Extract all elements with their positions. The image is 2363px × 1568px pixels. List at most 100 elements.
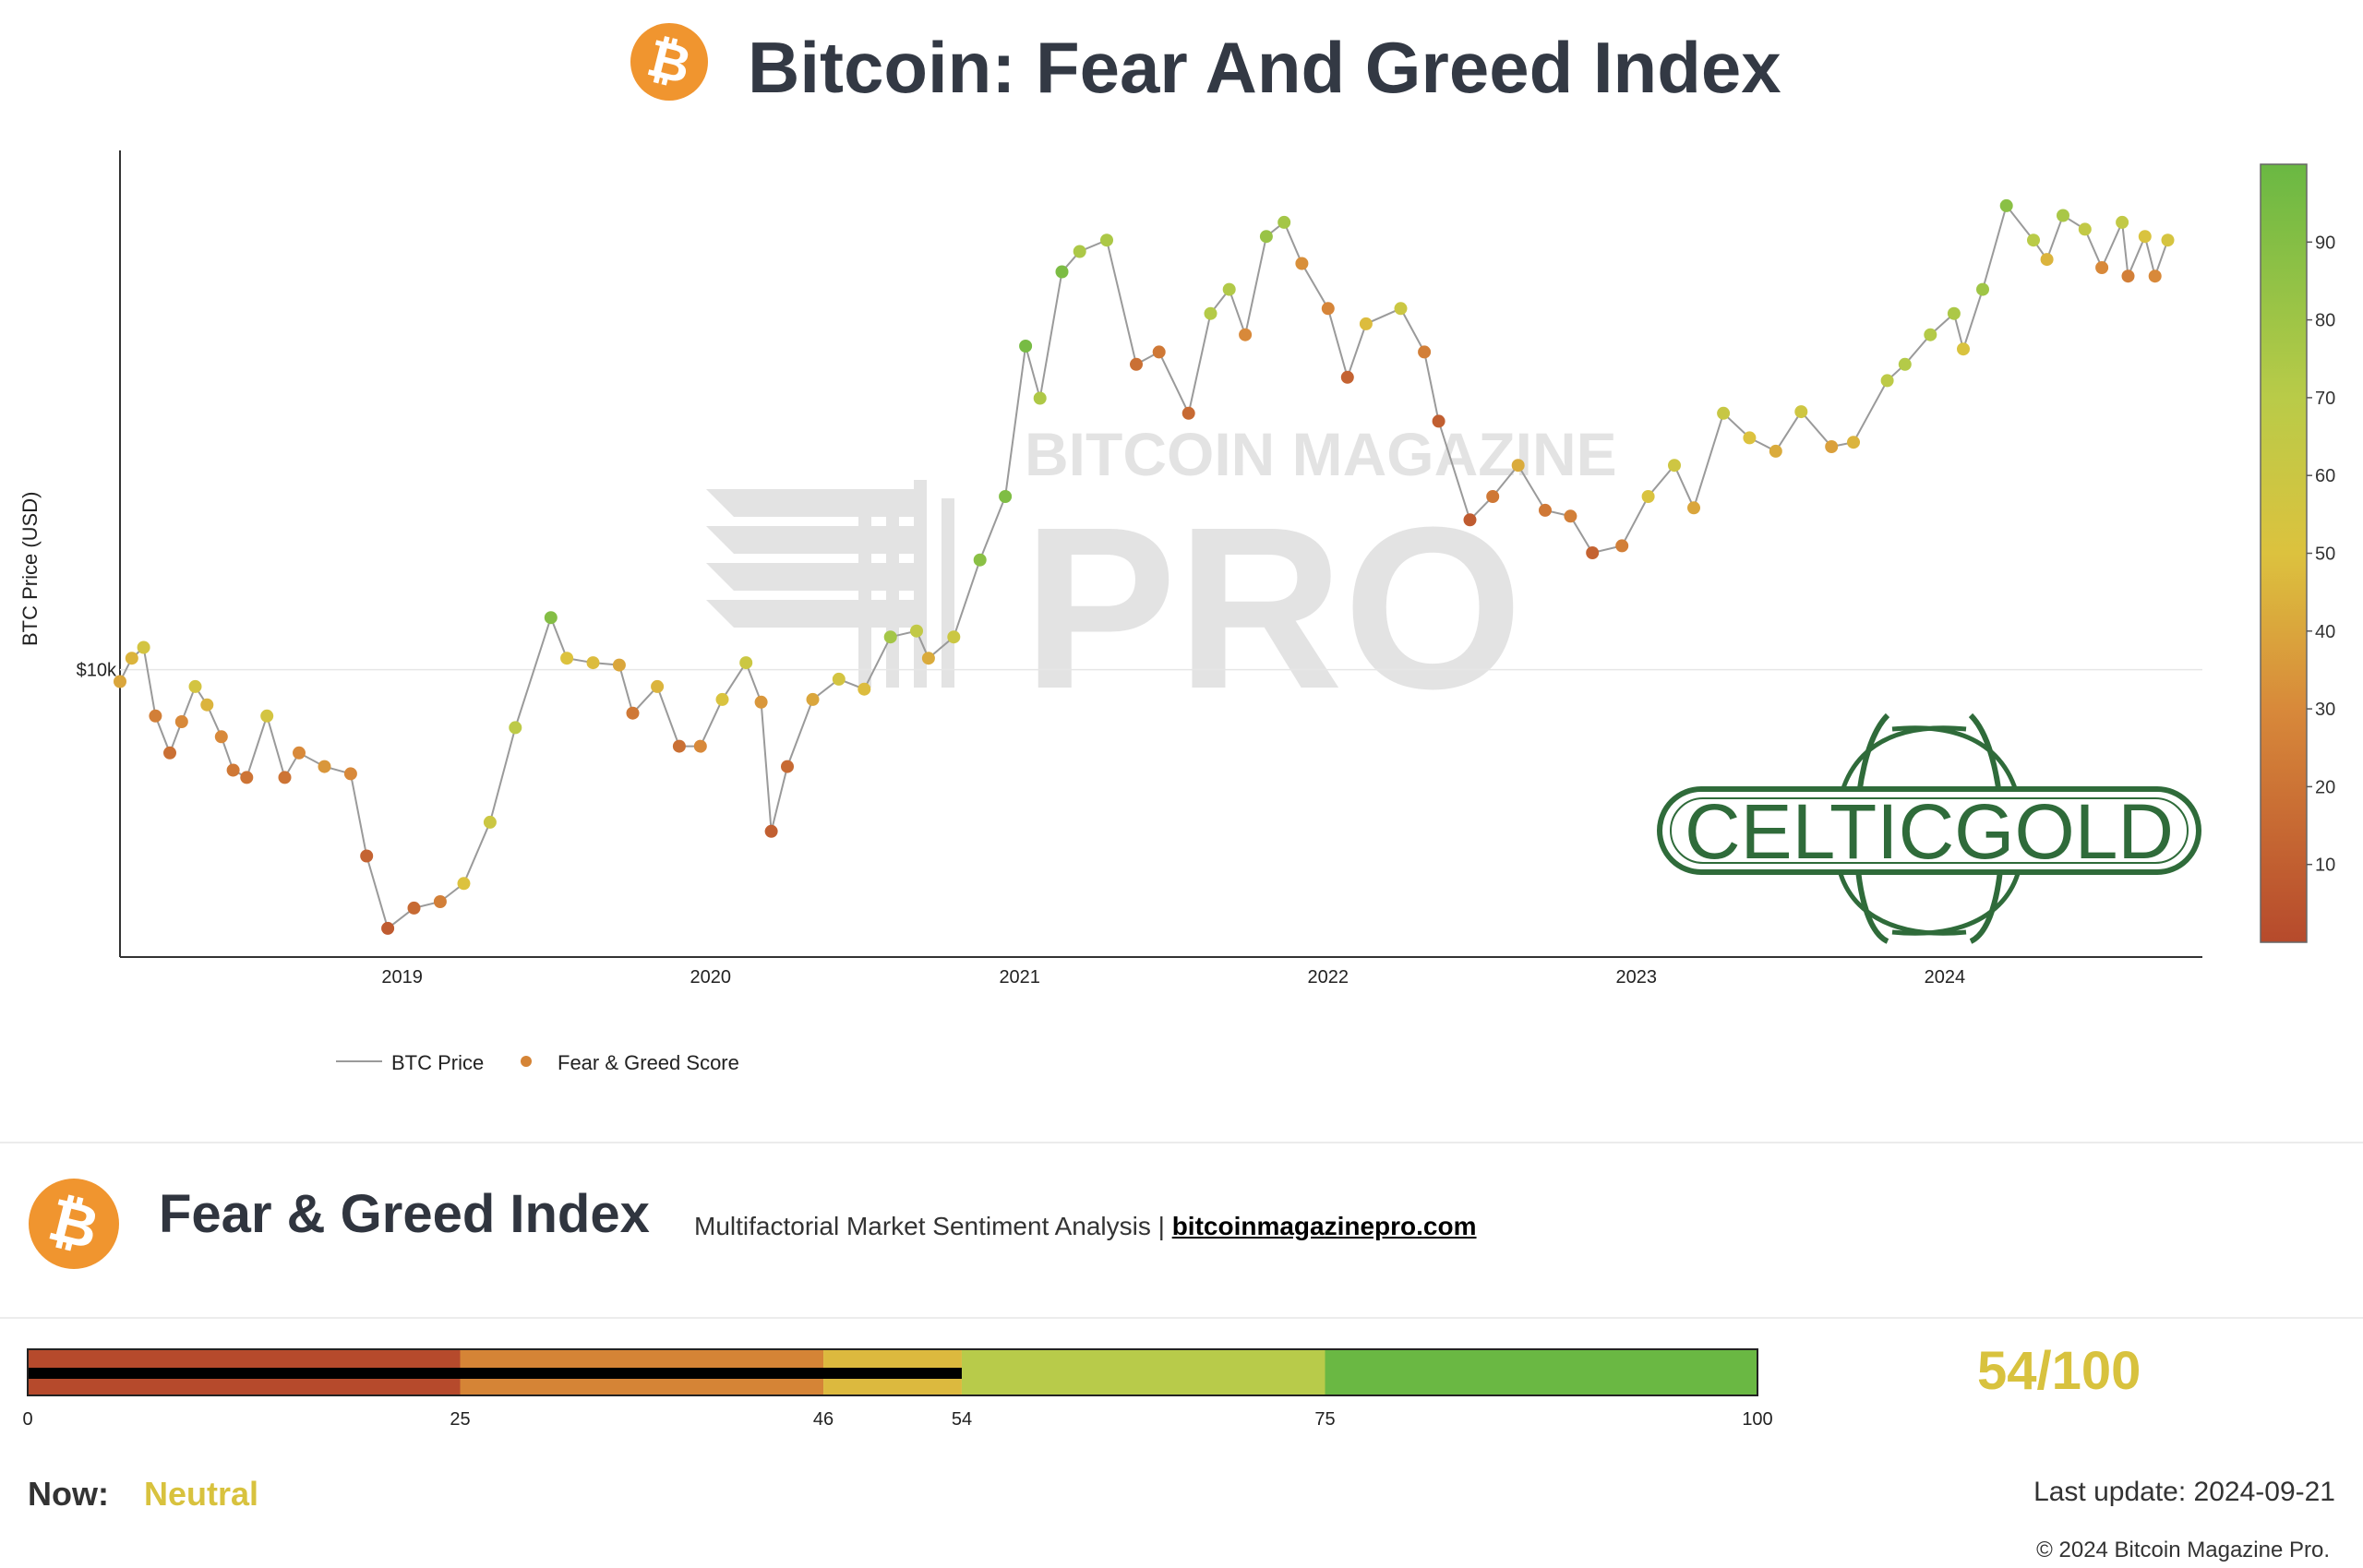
fear-greed-point	[2095, 261, 2109, 274]
fear-greed-point	[651, 679, 665, 693]
fear-greed-point	[1794, 405, 1808, 419]
watermark-line1: BITCOIN MAGAZINE	[1025, 420, 1617, 488]
fear-greed-point	[1073, 245, 1086, 258]
colorbar-tick-label: 90	[2315, 233, 2335, 253]
fear-greed-point	[343, 767, 357, 781]
fear-greed-point	[2161, 233, 2175, 247]
x-tick-label: 2024	[1925, 967, 1966, 987]
fear-greed-point	[2138, 230, 2152, 244]
score-value: 54/100	[1977, 1341, 2141, 1401]
fear-greed-point	[1847, 436, 1860, 449]
last-update: Last update: 2024-09-21	[2033, 1477, 2335, 1507]
fear-greed-point	[910, 624, 923, 638]
fear-greed-point	[1976, 282, 1989, 296]
fear-greed-point	[1222, 282, 1236, 296]
fear-greed-point	[188, 679, 202, 693]
fear-greed-point	[1687, 501, 1700, 515]
separator	[0, 1317, 2363, 1319]
gauge-tick-label: 46	[813, 1409, 834, 1430]
copyright: © 2024 Bitcoin Magazine Pro.	[2036, 1538, 2330, 1562]
chart-legend[interactable]: BTC Price Fear & Greed Score	[336, 1051, 739, 1074]
fear-greed-point	[1924, 328, 1937, 341]
x-ticks: 2019 2020 2021 2022 2023 2024	[381, 967, 1965, 987]
fear-greed-point	[1668, 459, 1681, 473]
fear-greed-point	[1100, 233, 1113, 247]
x-tick-label: 2022	[1308, 967, 1349, 987]
fear-greed-point	[1182, 406, 1195, 420]
fear-greed-point	[137, 640, 150, 654]
gauge-tick-label: 25	[450, 1409, 470, 1430]
fear-greed-point	[1394, 302, 1408, 316]
fear-greed-point	[240, 771, 254, 784]
fear-greed-point	[672, 739, 686, 753]
fear-greed-point	[883, 630, 897, 644]
colorbar-tick-label: 20	[2315, 777, 2335, 797]
fear-greed-point	[1586, 546, 1600, 559]
fear-greed-point	[1340, 370, 1354, 384]
btc-price-line	[119, 203, 2169, 930]
fear-greed-point	[360, 849, 374, 863]
colorbar-tick-label: 10	[2315, 856, 2335, 876]
fear-greed-point	[1359, 317, 1373, 330]
fear-greed-point	[2116, 215, 2129, 229]
gauge-frame	[27, 1348, 1758, 1396]
fear-greed-point	[1539, 503, 1552, 517]
fear-greed-point	[693, 739, 707, 753]
fear-greed-point	[858, 682, 871, 696]
gauge-tick-label: 0	[22, 1409, 32, 1430]
fear-greed-point	[1947, 306, 1961, 320]
legend-fear-greed-score[interactable]: Fear & Greed Score	[558, 1051, 739, 1074]
fear-greed-point	[739, 656, 753, 670]
fear-greed-point	[278, 771, 292, 784]
fear-greed-point	[407, 901, 421, 915]
fear-greed-point	[973, 553, 987, 567]
fear-greed-point	[1019, 340, 1033, 353]
legend-dot-icon	[521, 1056, 532, 1067]
x-tick-label: 2023	[1616, 967, 1658, 987]
colorbar-tick-label: 50	[2315, 545, 2335, 565]
x-tick-label: 2019	[381, 967, 423, 987]
fear-greed-point	[626, 706, 640, 720]
gauge-tick-label: 75	[1314, 1409, 1335, 1430]
fear-greed-point	[832, 672, 846, 686]
panel-subtitle-text: Multifactorial Market Sentiment Analysis…	[694, 1212, 1165, 1240]
colorbar-tick-label: 40	[2315, 622, 2335, 642]
gauge-tick-label: 54	[952, 1409, 972, 1430]
price-chart: BITCOIN MAGAZINE PRO $10k 2019 2020 2021 20…	[77, 150, 2335, 1074]
fear-greed-point	[114, 675, 126, 688]
celticgold-text: CELTICGOLD	[1685, 788, 2174, 875]
fear-greed-point	[1957, 342, 1970, 356]
colorbar-ticks: 10 20 30 40 50 60 70 80 90	[2307, 233, 2335, 876]
colorbar-tick-label: 30	[2315, 700, 2335, 720]
fear-greed-point	[2027, 233, 2040, 247]
fear-greed-point	[1418, 345, 1432, 359]
fear-greed-point	[1055, 265, 1069, 279]
fear-greed-point	[2148, 269, 2162, 283]
legend-btc-price[interactable]: BTC Price	[391, 1051, 484, 1074]
separator	[0, 1142, 2363, 1143]
fear-greed-point	[1564, 509, 1577, 523]
fear-greed-point	[1321, 302, 1335, 316]
fear-greed-point	[483, 815, 497, 829]
site-link[interactable]: bitcoinmagazinepro.com	[1171, 1212, 1477, 1240]
fear-greed-point	[1511, 459, 1525, 473]
fear-greed-point	[544, 611, 558, 625]
fear-greed-point	[214, 730, 228, 744]
fear-greed-point	[293, 746, 306, 760]
gauge-segment	[961, 1349, 1325, 1395]
gauge-tick-label: 100	[1742, 1409, 1772, 1430]
bitcoin-icon: ₿	[29, 1179, 119, 1269]
fear-greed-point	[318, 760, 331, 773]
fear-greed-point	[1152, 345, 1166, 359]
fear-greed-point	[2121, 269, 2135, 283]
colorbar	[2260, 163, 2308, 943]
colorbar-tick-label: 70	[2315, 389, 2335, 409]
celticgold-logo: CELTICGOLD	[1657, 712, 2201, 944]
y-ticks: $10k	[77, 661, 117, 681]
fear-greed-point	[1769, 444, 1782, 458]
gauge-value-bar	[28, 1368, 962, 1379]
fear-greed-point	[612, 658, 626, 672]
watermark-logo-icon	[706, 480, 954, 688]
fear-greed-point	[754, 695, 768, 709]
fear-greed-point	[1204, 306, 1217, 320]
